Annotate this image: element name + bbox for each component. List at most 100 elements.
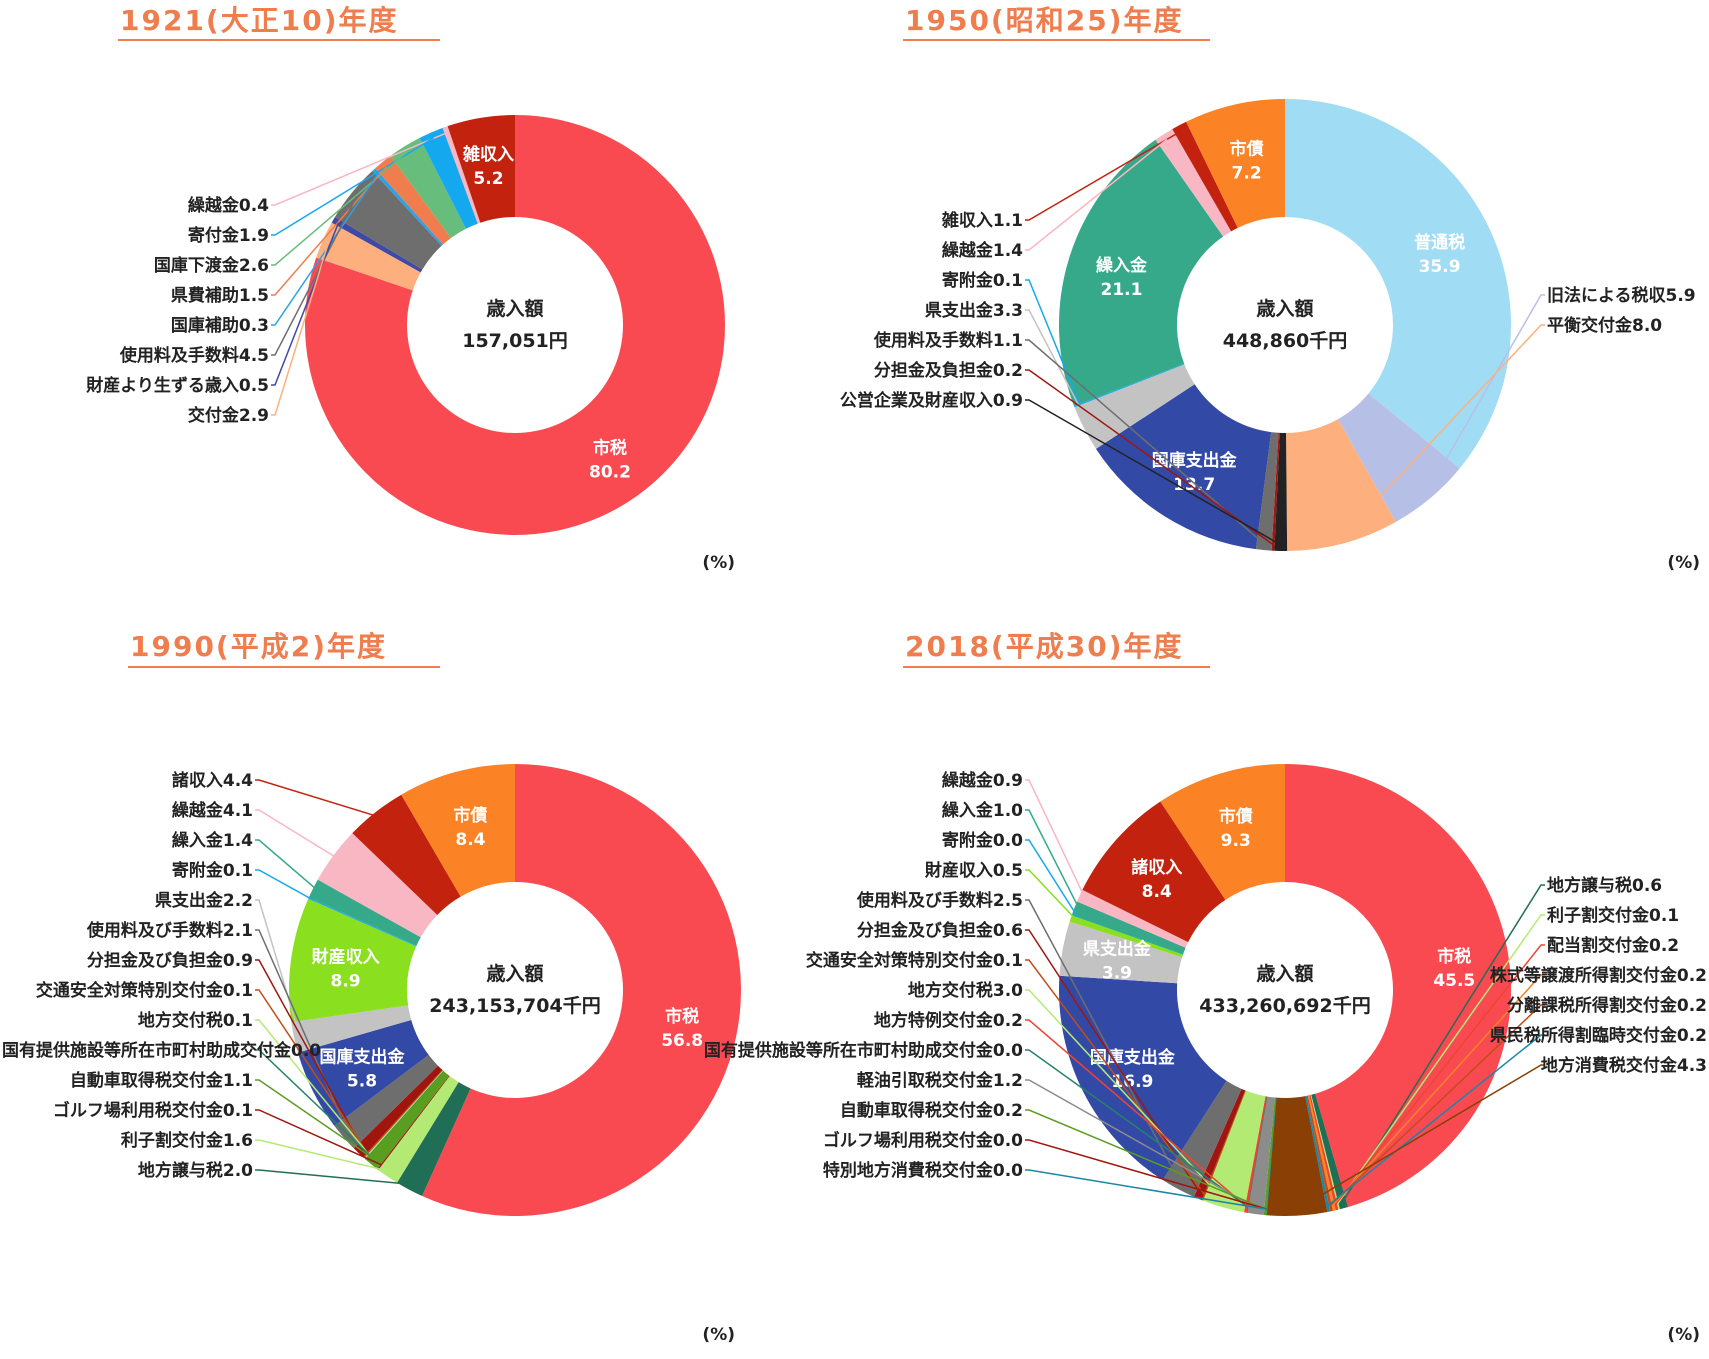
slice-outside-label: 公営企業及財産収入0.9 bbox=[840, 390, 1023, 411]
slice-outside-label: 地方特例交付金0.2 bbox=[874, 1010, 1023, 1031]
pie-slice bbox=[334, 1054, 438, 1149]
pie-slice bbox=[1266, 1096, 1328, 1216]
slice-label: 国庫支出金 bbox=[1090, 1047, 1176, 1068]
leader-line bbox=[271, 150, 409, 266]
leader-line bbox=[1025, 809, 1081, 911]
pie-slice bbox=[331, 216, 423, 273]
slice-outside-label: 地方交付税3.0 bbox=[908, 980, 1023, 1001]
slice-value: 5.8 bbox=[347, 1071, 377, 1091]
chart-title: 1990(平成2)年度 bbox=[130, 630, 387, 663]
pie-slice bbox=[1073, 363, 1185, 408]
slice-outside-label: 繰入金1.0 bbox=[942, 800, 1023, 821]
chart-title: 1921(大正10)年度 bbox=[120, 4, 399, 37]
slice-outside-label: 利子割交付金1.6 bbox=[121, 1130, 253, 1151]
leader-line bbox=[1025, 369, 1274, 546]
slice-label: 雑収入 bbox=[462, 144, 514, 165]
slice-outside-label: 使用料及手数料4.5 bbox=[119, 345, 269, 366]
pie-slice bbox=[1074, 364, 1195, 449]
slice-value: 56.8 bbox=[661, 1031, 703, 1051]
leader-line bbox=[255, 959, 364, 1149]
pie-slice bbox=[1077, 889, 1189, 948]
pie-slice bbox=[401, 763, 515, 897]
slice-outside-label: 使用料及手数料1.1 bbox=[873, 330, 1023, 351]
center-label: 歳入額 bbox=[1256, 962, 1313, 985]
leader-line bbox=[1025, 279, 1081, 405]
slice-outside-label: 地方交付税0.1 bbox=[138, 1010, 253, 1031]
slice-value: 21.1 bbox=[1101, 280, 1143, 300]
slice-outside-label: 寄附金0.0 bbox=[942, 830, 1023, 851]
pie-slice bbox=[304, 115, 725, 535]
pie-slice bbox=[308, 879, 421, 946]
leader-line bbox=[1025, 399, 1282, 546]
pie-slice bbox=[1286, 419, 1396, 551]
pie-slice bbox=[1263, 1097, 1277, 1216]
slice-value: 5.2 bbox=[473, 169, 503, 189]
leader-line bbox=[1025, 129, 1183, 221]
leader-line bbox=[255, 1169, 413, 1186]
pie-slice bbox=[291, 1005, 412, 1053]
leader-line bbox=[1025, 138, 1168, 251]
slice-label: 市税 bbox=[1437, 946, 1471, 967]
center-label: 歳入額 bbox=[486, 297, 543, 320]
pie-slice bbox=[352, 794, 461, 916]
pie-slice bbox=[1071, 901, 1186, 955]
slice-outside-label: 繰越金1.4 bbox=[942, 240, 1023, 261]
leader-line bbox=[271, 173, 379, 326]
pie-slice bbox=[1160, 764, 1285, 900]
leader-line bbox=[1341, 324, 1545, 539]
center-label: 歳入額 bbox=[1256, 297, 1313, 320]
slice-outside-label: 繰越金0.9 bbox=[942, 770, 1023, 791]
slice-outside-label: 交通安全対策特別交付金0.1 bbox=[806, 950, 1023, 971]
pie-slice bbox=[1266, 1097, 1277, 1216]
slice-outside-label: 国庫補助0.3 bbox=[171, 315, 269, 336]
slice-label: 市債 bbox=[1230, 138, 1264, 159]
center-value: 157,051円 bbox=[462, 330, 568, 352]
slice-outside-label: 使用料及び手数料2.5 bbox=[856, 890, 1023, 911]
slice-outside-label: 国有提供施設等所在市町村助成交付金0.0 bbox=[2, 1040, 321, 1061]
pie-slice bbox=[1162, 1080, 1242, 1197]
slice-outside-label: 雑収入1.1 bbox=[941, 210, 1023, 231]
slice-outside-label: 県民税所得割臨時交付金0.2 bbox=[1490, 1025, 1707, 1046]
slice-outside-label: 諸収入4.4 bbox=[172, 770, 253, 791]
leader-line bbox=[1025, 1079, 1257, 1209]
leader-line bbox=[1025, 869, 1077, 921]
pie-slice bbox=[1186, 99, 1285, 228]
leader-line bbox=[1025, 339, 1265, 545]
slice-outside-label: 寄附金0.1 bbox=[172, 860, 253, 881]
leader-line bbox=[1025, 899, 1182, 1185]
pie-slice bbox=[1095, 384, 1272, 550]
slice-label: 財産収入 bbox=[311, 947, 380, 968]
slice-label: 市債 bbox=[453, 805, 487, 826]
pie-slice bbox=[442, 126, 481, 224]
slice-label: 県支出金 bbox=[1083, 938, 1152, 959]
slice-outside-label: 県費補助1.5 bbox=[171, 285, 269, 306]
pie-slice bbox=[1059, 975, 1227, 1181]
pie-slice bbox=[363, 1069, 443, 1159]
slice-outside-label: 寄附金0.1 bbox=[942, 270, 1023, 291]
leader-line bbox=[1332, 974, 1545, 1206]
pie-slice bbox=[378, 1075, 459, 1183]
slice-outside-label: 使用料及び手数料2.1 bbox=[86, 920, 253, 941]
unit-label: (%) bbox=[1667, 1325, 1700, 1345]
leader-line bbox=[1341, 884, 1545, 1203]
slice-outside-label: 地方譲与税0.6 bbox=[1547, 875, 1662, 896]
leader-line bbox=[1025, 929, 1201, 1194]
slice-value: 8.4 bbox=[1142, 882, 1172, 902]
slice-value: 80.2 bbox=[589, 462, 631, 482]
slice-label: 国庫支出金 bbox=[319, 1046, 405, 1067]
pie-slice bbox=[372, 168, 444, 246]
slice-outside-label: 地方消費税交付金4.3 bbox=[1541, 1055, 1707, 1076]
leader-line bbox=[1025, 1019, 1247, 1208]
pie-slice bbox=[1155, 129, 1232, 237]
pie-slice bbox=[316, 222, 421, 291]
pie-slice bbox=[377, 1075, 450, 1170]
pie-slice bbox=[1307, 1095, 1336, 1211]
slice-outside-label: 分離課税所得割交付金0.2 bbox=[1507, 995, 1707, 1016]
slice-outside-label: 株式等譲渡所得割交付金0.2 bbox=[1490, 965, 1707, 986]
leader-line bbox=[255, 1079, 376, 1161]
slice-outside-label: 特別地方消費税交付金0.0 bbox=[823, 1160, 1023, 1181]
